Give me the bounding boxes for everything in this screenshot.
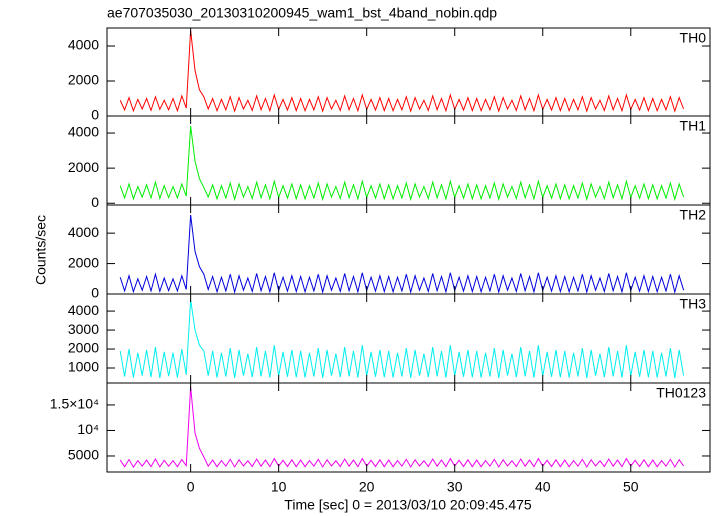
y-tick-label: 10⁴ (77, 421, 99, 437)
light-curve (119, 125, 685, 202)
panel-label: TH1 (680, 118, 707, 134)
y-tick-label: 2000 (68, 340, 99, 356)
x-tick-label: 10 (271, 479, 287, 495)
x-axis-label: Time [sec] 0 = 2013/03/10 20:09:45.475 (284, 497, 532, 513)
y-tick-label: 4000 (68, 37, 99, 53)
panel-label: TH3 (680, 296, 707, 312)
y-tick-label: 4000 (68, 124, 99, 140)
x-tick-label: 0 (187, 479, 195, 495)
panel-frame (106, 382, 711, 473)
y-tick-label: 2000 (68, 159, 99, 175)
y-tick-label: 0 (91, 285, 99, 301)
y-tick-label: 4000 (68, 224, 99, 240)
panel-label: TH0 (680, 30, 707, 46)
y-tick-label: 4000 (68, 302, 99, 318)
x-tick-label: 20 (359, 479, 375, 495)
y-tick-label: 0 (91, 107, 99, 123)
chart-title: ae707035030_20130310200945_wam1_bst_4ban… (107, 5, 497, 21)
y-tick-label: 3000 (68, 321, 99, 337)
light-curve (119, 30, 685, 113)
x-tick-label: 50 (623, 479, 639, 495)
y-tick-label: 1.5×10⁴ (50, 396, 99, 412)
y-tick-label: 1000 (68, 359, 99, 375)
light-curve (119, 214, 685, 294)
y-tick-label: 0 (91, 194, 99, 210)
y-tick-label: 5000 (68, 447, 99, 463)
panel-label: TH0123 (656, 385, 706, 401)
panel-frame (106, 204, 711, 295)
panel-label: TH2 (680, 207, 707, 223)
light-curve (119, 299, 685, 378)
y-tick-label: 2000 (68, 254, 99, 270)
x-tick-label: 40 (535, 479, 551, 495)
y-tick-label: 2000 (68, 72, 99, 88)
light-curve (119, 387, 684, 469)
x-tick-label: 30 (447, 479, 463, 495)
y-axis-label: Counts/sec (33, 215, 49, 285)
